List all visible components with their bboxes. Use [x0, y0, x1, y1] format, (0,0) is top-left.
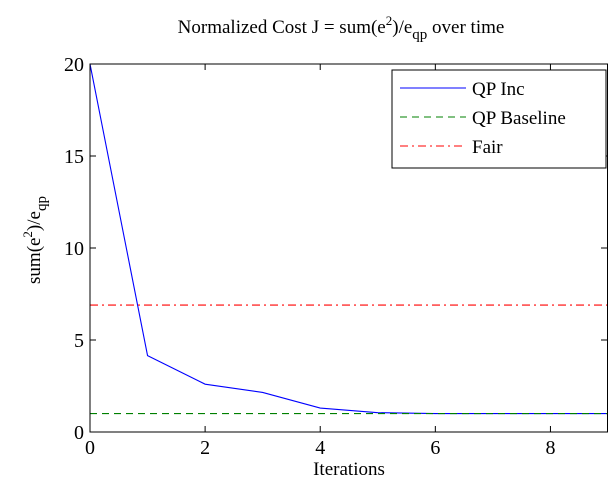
chart-title-main: Normalized Cost J = sum(e — [178, 17, 386, 38]
legend-box — [391, 69, 607, 169]
x-tick-label: 0 — [85, 437, 95, 459]
legend-label-1: QP Baseline — [472, 108, 566, 129]
series-layer — [89, 63, 608, 415]
x-tick-label: 4 — [315, 437, 325, 459]
legend-label-2: Fair — [472, 137, 503, 158]
chart-title: Normalized Cost J = sum(e2)/eqp over tim… — [178, 13, 505, 43]
axis-tick-labels: 0 2 4 6 8 0 5 10 15 20 — [64, 54, 555, 459]
y-axis-label-mid: )/e — [24, 211, 45, 231]
y-tick-label: 20 — [64, 54, 84, 76]
y-axis-label-sup: 2 — [20, 231, 35, 238]
y-axis-label-main: sum(e — [24, 238, 45, 284]
x-tick-label: 8 — [545, 437, 555, 459]
x-axis-label: Iterations — [313, 459, 385, 480]
y-axis-label-sub: qp — [34, 196, 50, 211]
chart-title-mid: )/e — [392, 17, 412, 38]
x-tick-label: 2 — [200, 437, 210, 459]
chart-title-tail: over time — [427, 17, 504, 38]
series-line-0 — [89, 63, 608, 415]
chart-title-sup: 2 — [386, 13, 393, 28]
legend-label-0: QP Inc — [472, 79, 525, 100]
x-tick-label: 6 — [430, 437, 440, 459]
y-tick-label: 5 — [74, 330, 84, 352]
y-tick-label: 10 — [64, 238, 84, 260]
y-tick-label: 15 — [64, 146, 84, 168]
y-tick-label: 0 — [74, 422, 84, 444]
chart-title-sub: qp — [412, 27, 427, 43]
y-axis-label: sum(e2)/eqp — [20, 196, 50, 284]
legend: QP Inc QP Baseline Fair — [391, 69, 607, 169]
